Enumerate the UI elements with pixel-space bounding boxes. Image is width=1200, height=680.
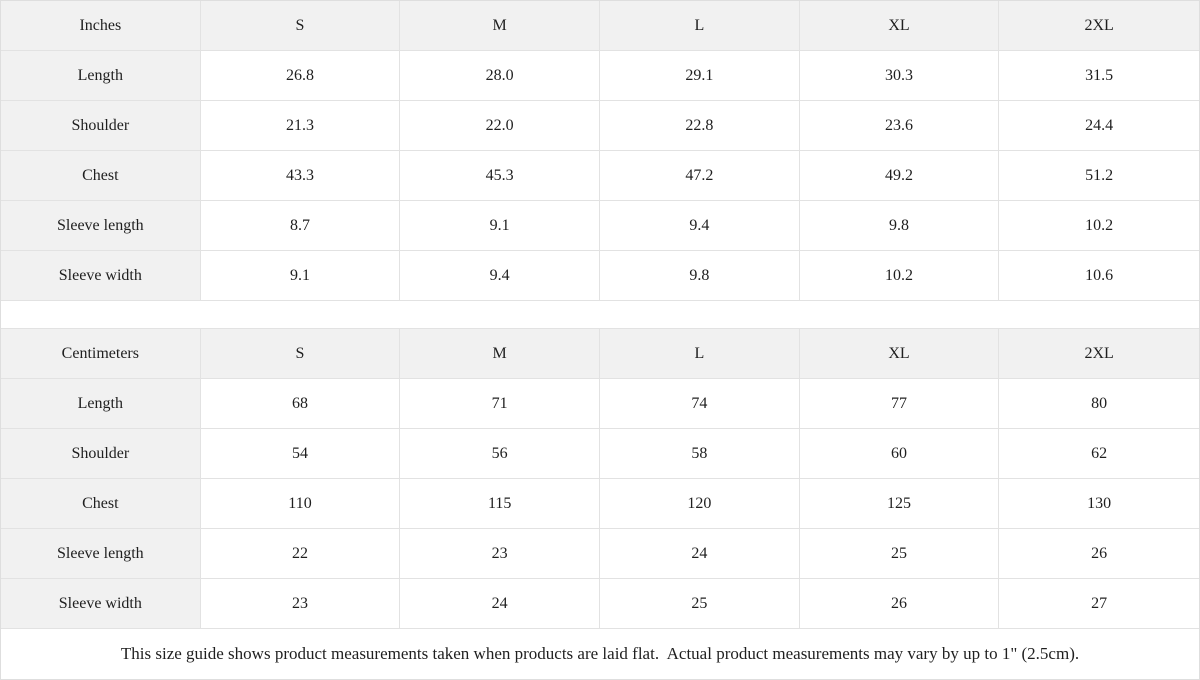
value-cell: 74 [600, 379, 800, 429]
value-cell: 9.1 [200, 251, 401, 301]
unit-header-cell: Centimeters [1, 329, 201, 379]
value-cell: 130 [999, 479, 1199, 529]
value-cell: 28.0 [400, 51, 600, 101]
value-cell: 8.7 [200, 201, 401, 251]
value-cell: 49.2 [799, 151, 1000, 201]
row-label-cell: Shoulder [1, 429, 201, 479]
row-label-cell: Shoulder [1, 101, 201, 151]
size-guide-footnote: This size guide shows product measuremen… [1, 629, 1199, 679]
value-cell: 24 [600, 529, 800, 579]
value-cell: 25 [799, 529, 1000, 579]
value-cell: 80 [999, 379, 1199, 429]
value-cell: 110 [200, 479, 401, 529]
value-cell: 43.3 [200, 151, 401, 201]
value-cell: 26 [799, 579, 1000, 629]
value-cell: 26.8 [200, 51, 401, 101]
row-label-cell: Sleeve width [1, 579, 201, 629]
row-label-cell: Sleeve length [1, 529, 201, 579]
row-label-cell: Length [1, 51, 201, 101]
size-header-cell: L [600, 329, 800, 379]
table-spacer [1, 301, 1199, 329]
size-header-cell: L [600, 1, 800, 51]
size-header-cell: XL [799, 1, 1000, 51]
value-cell: 10.2 [799, 251, 1000, 301]
value-cell: 60 [799, 429, 1000, 479]
value-cell: 10.6 [999, 251, 1199, 301]
value-cell: 9.8 [799, 201, 1000, 251]
value-cell: 47.2 [600, 151, 800, 201]
value-cell: 9.4 [400, 251, 600, 301]
value-cell: 9.8 [600, 251, 800, 301]
value-cell: 62 [999, 429, 1199, 479]
value-cell: 45.3 [400, 151, 600, 201]
value-cell: 51.2 [999, 151, 1199, 201]
value-cell: 29.1 [600, 51, 800, 101]
value-cell: 24 [400, 579, 600, 629]
size-header-cell: XL [799, 329, 1000, 379]
value-cell: 27 [999, 579, 1199, 629]
value-cell: 125 [799, 479, 1000, 529]
value-cell: 9.4 [600, 201, 800, 251]
value-cell: 24.4 [999, 101, 1199, 151]
value-cell: 26 [999, 529, 1199, 579]
value-cell: 21.3 [200, 101, 401, 151]
row-label-cell: Chest [1, 479, 201, 529]
size-header-cell: S [200, 1, 401, 51]
size-header-cell: M [400, 329, 600, 379]
value-cell: 10.2 [999, 201, 1199, 251]
value-cell: 25 [600, 579, 800, 629]
value-cell: 115 [400, 479, 600, 529]
unit-header-cell: Inches [1, 1, 201, 51]
row-label-cell: Length [1, 379, 201, 429]
value-cell: 22.0 [400, 101, 600, 151]
value-cell: 22 [200, 529, 401, 579]
size-header-cell: 2XL [999, 329, 1199, 379]
size-header-cell: M [400, 1, 600, 51]
value-cell: 68 [200, 379, 401, 429]
row-label-cell: Sleeve length [1, 201, 201, 251]
value-cell: 23 [400, 529, 600, 579]
value-cell: 71 [400, 379, 600, 429]
value-cell: 9.1 [400, 201, 600, 251]
value-cell: 56 [400, 429, 600, 479]
size-header-cell: 2XL [999, 1, 1199, 51]
size-header-cell: S [200, 329, 401, 379]
value-cell: 77 [799, 379, 1000, 429]
value-cell: 120 [600, 479, 800, 529]
value-cell: 31.5 [999, 51, 1199, 101]
value-cell: 23.6 [799, 101, 1000, 151]
row-label-cell: Chest [1, 151, 201, 201]
value-cell: 30.3 [799, 51, 1000, 101]
value-cell: 23 [200, 579, 401, 629]
value-cell: 22.8 [600, 101, 800, 151]
value-cell: 58 [600, 429, 800, 479]
row-label-cell: Sleeve width [1, 251, 201, 301]
value-cell: 54 [200, 429, 401, 479]
